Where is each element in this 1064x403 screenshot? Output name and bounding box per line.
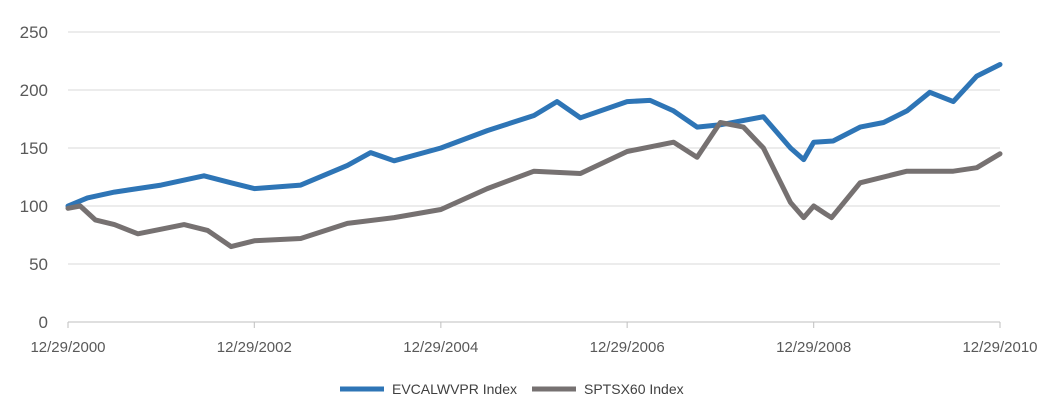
legend-label: EVCALWVPR Index xyxy=(392,381,517,397)
x-tick-label: 12/29/2008 xyxy=(776,339,851,356)
legend-label: SPTSX60 Index xyxy=(584,381,684,397)
gridlines xyxy=(68,31,1000,265)
y-tick-label: 150 xyxy=(20,139,48,158)
series-line-evcalwvpr xyxy=(65,62,1003,209)
y-axis-tick-labels: 0 50 100 150 200 250 xyxy=(20,23,48,332)
x-axis-tick-labels: 12/29/2000 12/29/2002 12/29/2004 12/29/2006… xyxy=(30,339,1037,356)
series-line-sptsx60 xyxy=(65,120,1003,250)
x-axis xyxy=(67,321,1001,328)
x-tick-label: 12/29/2006 xyxy=(590,339,665,356)
x-tick-label: 12/29/2010 xyxy=(962,339,1037,356)
y-tick-label: 250 xyxy=(20,23,48,42)
y-tick-label: 0 xyxy=(39,313,48,332)
x-tick-label: 12/29/2004 xyxy=(403,339,478,356)
y-tick-label: 100 xyxy=(20,197,48,216)
y-tick-label: 50 xyxy=(29,255,48,274)
x-tick-label: 12/29/2002 xyxy=(217,339,292,356)
y-tick-label: 200 xyxy=(20,81,48,100)
series-lines xyxy=(65,62,1003,250)
x-tick-label: 12/29/2000 xyxy=(30,339,105,356)
legend: EVCALWVPR Index SPTSX60 Index xyxy=(340,381,684,397)
